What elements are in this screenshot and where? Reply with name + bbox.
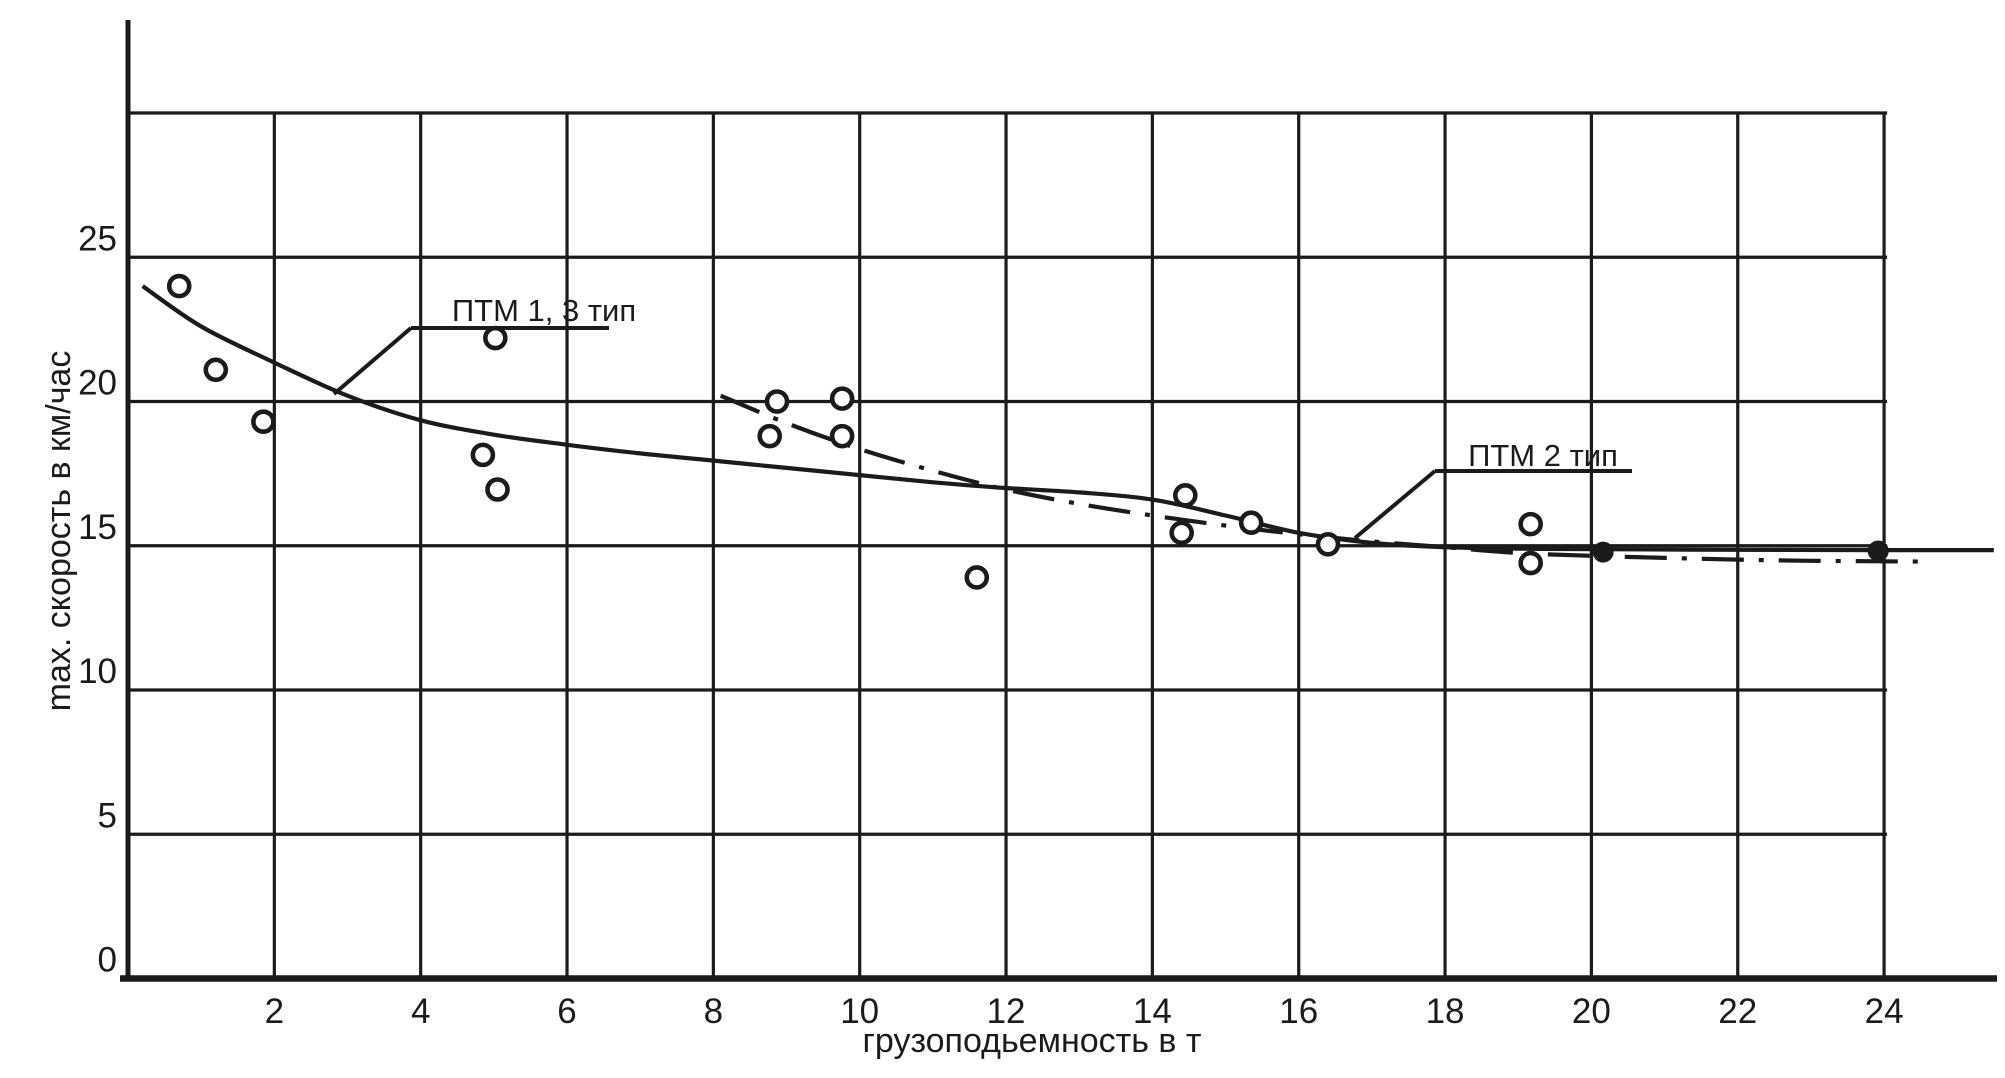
y-tick-label: 5: [98, 796, 117, 835]
y-tick-label: 10: [78, 652, 117, 691]
annotation-leader-line: [1353, 469, 1437, 540]
x-tick-label: 2: [265, 992, 284, 1031]
x-tick-label: 24: [1865, 992, 1904, 1031]
x-tick-label: 14: [1133, 992, 1172, 1031]
data-point-open: [166, 273, 192, 299]
annotation-text: ПТМ 1, 3 тип: [452, 293, 636, 328]
x-tick-label: 10: [840, 992, 879, 1031]
data-point-open: [483, 325, 508, 351]
data-point-open: [1518, 511, 1543, 537]
y-axis-title: max. скорость в км/час: [40, 351, 78, 712]
y-tick-label: 0: [98, 941, 117, 980]
x-tick-label: 8: [704, 992, 723, 1031]
data-point-open: [1173, 482, 1198, 508]
y-tick-label: 25: [78, 219, 117, 258]
data-point-open: [757, 423, 783, 449]
data-point-filled: [1592, 541, 1614, 563]
data-point-open: [251, 409, 276, 434]
curve-annotations: ПТМ 1, 3 тип ПТМ 2 тип: [332, 293, 1632, 540]
data-point-open: [764, 389, 790, 414]
x-tick-label: 4: [411, 992, 430, 1031]
data-point-open: [964, 565, 990, 590]
x-axis-title: грузоподьемность в т: [863, 1022, 1202, 1060]
data-point-open: [1238, 510, 1264, 535]
annotation-text: ПТМ 2 тип: [1468, 438, 1618, 473]
annotation-ptm2: ПТМ 2 тип: [1353, 438, 1632, 540]
curve-ptm13: [141, 284, 1994, 553]
data-series: [141, 284, 1994, 564]
data-point-open: [829, 386, 855, 411]
curve-ptm2: [719, 393, 1929, 564]
x-tick-label: 16: [1279, 992, 1318, 1031]
data-point-open: [829, 423, 855, 449]
scatter-points: [166, 273, 1889, 590]
data-point-open: [1169, 520, 1194, 546]
data-point-filled: [1867, 540, 1889, 562]
data-point-open: [485, 477, 510, 502]
x-tick-label: 22: [1718, 992, 1757, 1031]
y-tick-label: 20: [78, 364, 117, 403]
annotation-leader-line: [332, 326, 413, 396]
data-point-open: [470, 442, 496, 468]
grid-lines: [128, 111, 1888, 979]
annotation-ptm13: ПТМ 1, 3 тип: [332, 293, 636, 396]
y-tick-label: 15: [78, 508, 117, 547]
x-tick-label: 6: [557, 992, 576, 1031]
data-point-open: [203, 357, 229, 383]
x-tick-label: 12: [987, 992, 1026, 1031]
axes: [120, 20, 1997, 982]
x-tick-label: 18: [1426, 992, 1465, 1031]
data-point-open: [1518, 550, 1543, 576]
x-tick-label: 20: [1572, 992, 1611, 1031]
data-point-open: [1315, 532, 1341, 557]
